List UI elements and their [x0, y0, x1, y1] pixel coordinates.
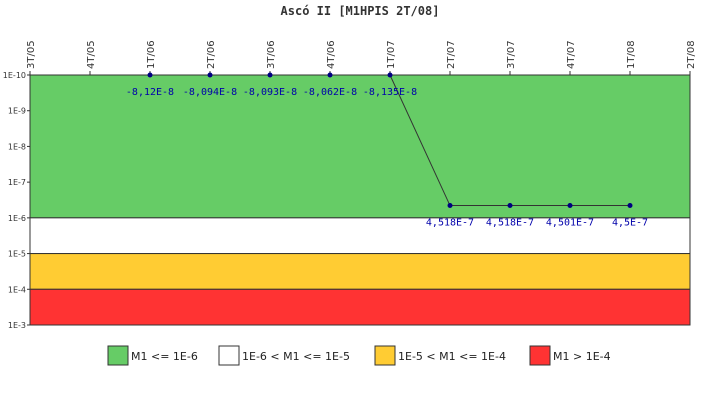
risk-bands	[29, 74, 691, 326]
data-label: -8,093E-8	[243, 87, 297, 98]
band-1	[29, 217, 691, 255]
y-tick-label: 1E-7	[8, 178, 26, 187]
data-label: 4,518E-7	[486, 218, 534, 229]
band-3	[29, 288, 691, 326]
y-tick-label: 1E-4	[8, 285, 26, 294]
y-tick-label: 1E-10	[3, 71, 26, 80]
x-tick-label: 4T/06	[326, 40, 337, 69]
legend-label: 1E-5 < M1 <= 1E-4	[398, 350, 506, 363]
x-tick-label: 2T/08	[686, 40, 697, 69]
band-0	[29, 74, 691, 219]
data-point	[627, 202, 633, 208]
band-2	[29, 253, 691, 290]
legend-swatch	[107, 345, 129, 366]
data-point	[267, 72, 273, 78]
data-point	[507, 203, 513, 209]
legend-label: M1 <= 1E-6	[131, 350, 198, 363]
y-tick-label: 1E-5	[8, 250, 26, 259]
legend-label: 1E-6 < M1 <= 1E-5	[242, 350, 350, 363]
legend-swatch	[218, 345, 240, 366]
x-tick-label: 3T/05	[26, 40, 37, 69]
legend-swatch	[529, 345, 551, 366]
data-label: 4,501E-7	[546, 217, 594, 228]
x-tick-label: 4T/07	[566, 40, 577, 69]
data-series: -8,12E-8 -8,094E-8 -8,093E-8 -8,062E-8 -8,13…	[126, 72, 648, 229]
axes: 3T/05 4T/05 1T/06 2T/06 3T/06 4T/06 1T/07 2T/07…	[3, 40, 697, 330]
data-label: -8,062E-8	[303, 87, 357, 98]
data-point	[147, 72, 153, 78]
y-tick-label: 1E-8	[8, 142, 26, 151]
x-tick-label: 4T/05	[86, 40, 97, 69]
chart-title: Ascó II [M1HPIS 2T/08]	[281, 4, 440, 18]
x-tick-label: 2T/06	[206, 40, 217, 69]
y-tick-label: 1E-3	[8, 321, 26, 330]
data-label: -8,094E-8	[183, 87, 237, 98]
data-label: 4,518E-7	[426, 218, 474, 229]
x-tick-label: 3T/06	[266, 40, 277, 69]
legend: M1 <= 1E-6 1E-6 < M1 <= 1E-5 1E-5 < M1 <= …	[107, 345, 611, 366]
x-tick-label: 1T/08	[626, 40, 637, 69]
x-tick-label: 1T/07	[386, 40, 397, 69]
data-label: 4,5E-7	[612, 217, 648, 228]
x-tick-label: 1T/06	[146, 40, 157, 69]
x-tick-label: 3T/07	[506, 40, 517, 69]
legend-swatch	[374, 345, 396, 366]
y-tick-label: 1E-9	[8, 107, 26, 116]
data-point	[327, 72, 333, 78]
data-point	[207, 72, 213, 78]
y-tick-label: 1E-6	[8, 214, 26, 223]
data-label: -8,135E-8	[363, 87, 417, 98]
data-point	[387, 72, 393, 78]
x-tick-label: 2T/07	[446, 40, 457, 69]
data-label: -8,12E-8	[126, 87, 174, 98]
data-point	[567, 202, 573, 208]
data-point	[447, 203, 453, 209]
legend-label: M1 > 1E-4	[553, 350, 611, 363]
